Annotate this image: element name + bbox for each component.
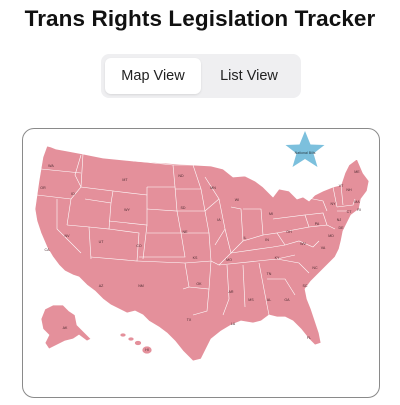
state-label-ar[interactable]: AR [229, 290, 234, 294]
state-label-in[interactable]: IN [265, 238, 269, 242]
state-label-ut[interactable]: UT [99, 240, 105, 244]
state-label-ok[interactable]: OK [196, 282, 202, 286]
state-label-sd[interactable]: SD [181, 206, 186, 210]
alaska-shape [40, 304, 92, 350]
state-label-de[interactable]: DE [339, 226, 345, 230]
state-label-or[interactable]: OR [40, 186, 46, 190]
state-label-id[interactable]: ID [71, 192, 75, 196]
state-label-ny[interactable]: NY [331, 202, 337, 206]
state-label-ct[interactable]: CT [347, 210, 353, 214]
state-label-tn[interactable]: TN [267, 272, 272, 276]
state-label-ky[interactable]: KY [275, 256, 280, 260]
state-label-nm[interactable]: NM [138, 284, 144, 288]
contiguous-us-shape [34, 145, 370, 362]
state-label-wv[interactable]: WV [300, 242, 306, 246]
state-label-co[interactable]: CO [136, 244, 142, 248]
state-label-hi[interactable]: HI [145, 348, 149, 352]
state-label-ne[interactable]: NE [183, 230, 189, 234]
us-map: WA OR CA ID NV AZ UT MT WY CO NM ND SD N… [34, 131, 370, 362]
state-label-al[interactable]: AL [267, 298, 271, 302]
state-label-mi[interactable]: MI [269, 212, 273, 216]
state-label-mo[interactable]: MO [226, 258, 232, 262]
state-label-mn[interactable]: MN [210, 186, 216, 190]
map-card: WA OR CA ID NV AZ UT MT WY CO NM ND SD N… [22, 128, 380, 398]
state-label-ia[interactable]: IA [217, 218, 221, 222]
state-label-tx[interactable]: TX [187, 318, 192, 322]
state-label-ca[interactable]: CA [45, 248, 51, 252]
state-label-me[interactable]: ME [354, 170, 360, 174]
state-label-ak[interactable]: AK [63, 326, 68, 330]
national-bills-marker[interactable]: National Bills [285, 131, 325, 167]
state-label-va[interactable]: VA [321, 246, 326, 250]
state-label-nd[interactable]: ND [178, 174, 184, 178]
state-label-nh[interactable]: NH [346, 188, 352, 192]
state-label-wi[interactable]: WI [235, 198, 239, 202]
state-label-vt[interactable]: VT [339, 184, 344, 188]
state-labels: WA OR CA ID NV AZ UT MT WY CO NM ND SD N… [40, 164, 360, 352]
state-label-ks[interactable]: KS [193, 256, 198, 260]
state-label-ma[interactable]: MA [354, 200, 360, 204]
state-label-pa[interactable]: PA [315, 222, 320, 226]
state-label-nc[interactable]: NC [312, 266, 318, 270]
state-borders [36, 153, 356, 316]
state-label-mt[interactable]: MT [122, 178, 128, 182]
state-label-wy[interactable]: WY [124, 208, 130, 212]
star-icon[interactable] [285, 131, 325, 167]
state-label-az[interactable]: AZ [99, 284, 104, 288]
state-label-il[interactable]: IL [244, 236, 247, 240]
state-label-md[interactable]: MD [328, 234, 334, 238]
national-bills-label: National Bills [295, 151, 316, 155]
hawaii-shape [119, 332, 153, 355]
list-view-button[interactable]: List View [201, 58, 297, 94]
map-view-button[interactable]: Map View [105, 58, 201, 94]
state-label-ri[interactable]: RI [357, 208, 361, 212]
page-title: Trans Rights Legislation Tracker [24, 6, 376, 31]
view-toggle: Map View List View [101, 54, 301, 98]
state-label-nv[interactable]: NV [65, 234, 71, 238]
state-label-la[interactable]: LA [231, 322, 236, 326]
state-label-nj[interactable]: NJ [337, 218, 342, 222]
state-label-ms[interactable]: MS [248, 298, 254, 302]
state-label-sc[interactable]: SC [303, 284, 308, 288]
state-label-oh[interactable]: OH [286, 230, 292, 234]
state-label-ga[interactable]: GA [284, 298, 290, 302]
state-label-fl[interactable]: FL [307, 336, 311, 340]
state-label-wa[interactable]: WA [48, 164, 54, 168]
